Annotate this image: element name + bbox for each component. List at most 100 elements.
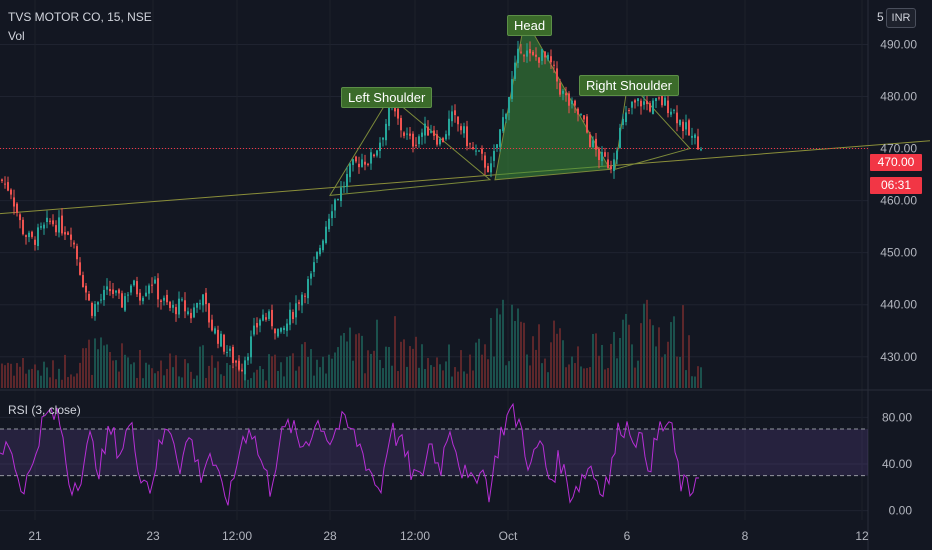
candle	[160, 300, 162, 302]
volume-bar	[517, 308, 519, 388]
volume-bar	[187, 363, 189, 388]
candle	[187, 311, 189, 315]
candle	[202, 294, 204, 306]
volume-bar	[403, 339, 405, 388]
volume-bar	[157, 371, 159, 388]
volume-bar	[649, 319, 651, 388]
volume-bar	[4, 365, 6, 388]
volume-bar	[439, 364, 441, 388]
volume-bar	[604, 369, 606, 388]
volume-bar	[67, 377, 69, 388]
rsi-pane	[0, 402, 868, 506]
volume-bar	[256, 369, 258, 388]
candle	[211, 319, 213, 331]
volume-bar	[259, 366, 261, 388]
candle	[286, 323, 288, 331]
candle	[427, 126, 429, 136]
volume-bar	[550, 342, 552, 388]
volume-bar	[658, 327, 660, 388]
candle	[484, 155, 486, 168]
candle	[205, 292, 207, 305]
candle	[307, 279, 309, 299]
volume-bar	[463, 371, 465, 388]
candle	[541, 49, 543, 61]
volume-bar	[655, 346, 657, 388]
candle	[568, 93, 570, 106]
candle	[688, 120, 690, 136]
rsi-tick-label: 0.00	[889, 504, 913, 518]
volume-bar	[349, 327, 351, 388]
candle	[109, 289, 111, 292]
candle	[46, 217, 48, 222]
volume-bar	[211, 355, 213, 388]
currency-selector[interactable]: INR	[886, 8, 916, 28]
volume-bar	[49, 377, 51, 388]
volume-bar	[538, 324, 540, 388]
candle	[586, 116, 588, 133]
rsi-label: RSI (3, close)	[8, 403, 81, 417]
candle	[121, 293, 123, 308]
time-tick-label: 23	[146, 529, 160, 543]
volume-bar	[322, 356, 324, 388]
volume-bar	[589, 367, 591, 388]
candle	[25, 235, 27, 237]
candle	[385, 123, 387, 141]
candle	[247, 356, 249, 361]
candle	[325, 226, 327, 243]
volume-bar	[133, 362, 135, 388]
volume-bar	[397, 371, 399, 388]
volume-bar	[418, 367, 420, 388]
volume-bar	[436, 357, 438, 388]
candle	[316, 252, 318, 260]
volume-bar	[19, 366, 21, 388]
candle	[604, 152, 606, 157]
candle	[241, 369, 243, 372]
volume-bar	[43, 361, 45, 388]
candle	[526, 50, 528, 57]
volume-bar	[181, 377, 183, 388]
volume-bar	[88, 339, 90, 388]
volume-bar	[379, 359, 381, 388]
volume-bar	[298, 366, 300, 388]
time-tick-label: 12	[855, 529, 869, 543]
rsi-tick-label: 80.00	[882, 410, 912, 424]
volume-bar	[691, 376, 693, 388]
volume-bar	[151, 368, 153, 388]
volume-bar	[247, 379, 249, 388]
rsi-band	[0, 429, 868, 476]
candle	[157, 278, 159, 300]
volume-bar	[334, 352, 336, 388]
volume-bar	[457, 371, 459, 388]
volume-bar	[679, 356, 681, 388]
volume-bar	[103, 345, 105, 388]
candle	[52, 220, 54, 225]
candle	[418, 136, 420, 145]
volume-bar	[346, 341, 348, 388]
candle	[415, 144, 417, 146]
volume-bar	[25, 373, 27, 388]
candle	[145, 292, 147, 297]
volume-bar	[262, 369, 264, 388]
volume-bar	[652, 325, 654, 388]
volume-bar	[166, 368, 168, 388]
candle	[82, 275, 84, 288]
volume-bar	[496, 308, 498, 388]
volume-bar	[292, 353, 294, 388]
volume-bars	[1, 299, 702, 388]
volume-bar	[373, 350, 375, 388]
volume-bar	[106, 344, 108, 388]
candle	[70, 234, 72, 240]
candle	[583, 115, 585, 120]
volume-bar	[388, 347, 390, 388]
candle	[133, 280, 135, 286]
left-shoulder-label: Left Shoulder	[341, 87, 433, 108]
volume-bar	[670, 322, 672, 388]
candle	[673, 109, 675, 111]
volume-bar	[316, 359, 318, 388]
candle	[439, 138, 441, 145]
volume-bar	[331, 358, 333, 388]
candle	[565, 93, 567, 96]
volume-bar	[337, 347, 339, 388]
candle	[355, 156, 357, 162]
